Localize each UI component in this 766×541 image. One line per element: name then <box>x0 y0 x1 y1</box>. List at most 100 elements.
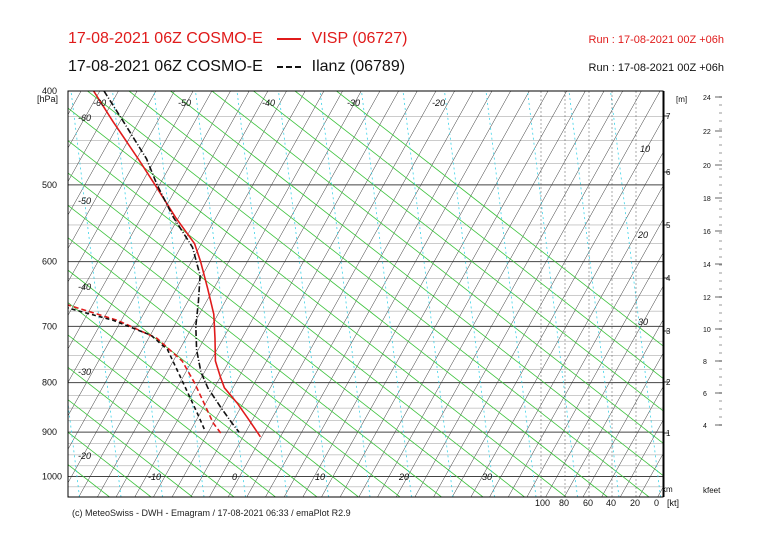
mixing-ratio-line <box>610 91 661 497</box>
kfeet-tick-label: 8 <box>703 359 707 366</box>
adiabat-label: -20 <box>432 98 445 108</box>
mixing-ratio-line <box>527 91 578 497</box>
mixing-ratio-line <box>70 91 122 497</box>
mixing-ratio-line <box>153 91 205 497</box>
dry-adiabat <box>582 352 663 497</box>
dry-adiabat <box>97 91 325 497</box>
height-tick-label: 5 <box>666 221 671 230</box>
dry-adiabat <box>68 91 138 216</box>
dry-adiabat <box>0 91 25 497</box>
mixing-ratio-label: 10 <box>640 144 650 154</box>
adiabat-label: -60 <box>78 113 91 123</box>
title-ilanz: 17-08-2021 06Z COSMO-E Ilanz (06789) <box>68 58 405 76</box>
isotherm <box>68 172 484 497</box>
height-tick-label: 3 <box>666 327 671 336</box>
dry-adiabat <box>283 91 511 497</box>
wind-tick-label: 40 <box>606 498 616 508</box>
mixing-ratio-line <box>236 91 288 497</box>
pressure-tick-label: 500 <box>42 180 57 190</box>
wind-tick-label: 60 <box>583 498 593 508</box>
dry-adiabat <box>134 91 362 497</box>
kfeet-tick-label: 4 <box>703 423 707 430</box>
dry-adiabat <box>265 91 493 497</box>
isotherm <box>294 91 663 379</box>
y-unit-label: [hPa] <box>37 94 58 104</box>
dry-adiabat <box>433 91 661 497</box>
isotherm <box>87 91 608 497</box>
temperature-tick-label: 0 <box>232 472 237 482</box>
dry-adiabat <box>620 419 663 497</box>
dry-adiabat <box>0 91 44 497</box>
dry-adiabat <box>68 91 194 316</box>
kfeet-tick-label: 18 <box>703 196 711 203</box>
isotherm <box>0 91 27 497</box>
mixing-ratio-label: 20 <box>637 230 648 240</box>
mixing-ratio-line <box>0 91 38 497</box>
dry-adiabat <box>68 91 119 182</box>
dry-adiabat <box>68 91 175 283</box>
pressure-tick-label: 1000 <box>42 471 62 481</box>
dry-adiabat <box>395 91 623 497</box>
dry-adiabat <box>414 91 642 497</box>
height-tick-label: 4 <box>666 274 671 283</box>
footer-credit: (c) MeteoSwiss - DWH - Emagram / 17-08-2… <box>72 508 351 518</box>
title-ilanz-model: 17-08-2021 06Z COSMO-E <box>68 58 263 75</box>
isotherm <box>128 91 650 497</box>
isotherm <box>336 91 663 347</box>
wind-tick-label: 0 <box>654 498 659 508</box>
legend-dashdot-line-icon <box>277 65 302 68</box>
title-visp: 17-08-2021 06Z COSMO-E VISP (06727) <box>68 30 407 48</box>
isotherm <box>68 140 525 497</box>
temperature-tick-label: -10 <box>148 472 161 482</box>
pressure-tick-label: 400 <box>42 86 57 96</box>
dry-adiabat <box>714 91 766 497</box>
dry-adiabat <box>209 91 437 497</box>
height-tick-label: 2 <box>666 378 671 387</box>
mixing-ratio-line <box>444 91 495 497</box>
adiabat-label: -60 <box>93 98 106 108</box>
kfeet-tick-label: 24 <box>703 95 711 102</box>
dry-adiabat <box>508 219 663 497</box>
dry-adiabat <box>302 91 530 497</box>
dry-adiabat <box>321 91 549 497</box>
plot-frame <box>67 90 664 498</box>
adiabat-label: -50 <box>78 196 91 206</box>
kfeet-tick-label: 6 <box>703 391 707 398</box>
dry-adiabat <box>68 91 157 249</box>
height-tick-label: 7 <box>666 112 671 121</box>
height-tick-label: 6 <box>666 168 671 177</box>
dry-adiabat <box>68 91 287 484</box>
dry-adiabat <box>638 453 663 497</box>
dry-adiabat <box>115 91 343 497</box>
kfeet-tick-label: 10 <box>703 327 711 334</box>
pressure-tick-label: 900 <box>42 427 57 437</box>
kfeet-tick-label: 22 <box>703 129 711 136</box>
kfeet-tick-label: 14 <box>703 262 711 269</box>
dry-adiabat <box>545 286 663 497</box>
mixing-ratio-line <box>361 91 412 497</box>
km-unit-label: km <box>662 485 673 494</box>
dry-adiabat <box>339 91 567 497</box>
title-ilanz-station: Ilanz (06789) <box>311 58 406 75</box>
kfeet-tick-label: 16 <box>703 229 711 236</box>
isotherm <box>211 91 663 444</box>
mixing-ratio-line <box>402 91 454 497</box>
temperature-tick-label: 20 <box>398 472 409 482</box>
wind-tick-label: 20 <box>630 498 640 508</box>
dry-adiabat <box>171 91 399 497</box>
isotherm <box>68 334 276 497</box>
dry-adiabat <box>452 118 663 497</box>
isotherm <box>68 237 401 497</box>
isotherm <box>68 366 235 497</box>
title-visp-model: 17-08-2021 06Z COSMO-E <box>68 30 263 47</box>
mixing-ratio-label: 30 <box>638 317 648 327</box>
isotherm <box>68 204 442 497</box>
isotherm <box>68 302 318 497</box>
isotherm <box>170 91 663 477</box>
temperature-tick-label: 10 <box>315 472 325 482</box>
dry-adiabat <box>68 91 213 350</box>
dry-adiabat <box>601 386 663 497</box>
kfeet-tick-label: 20 <box>703 163 711 170</box>
adiabat-label: -20 <box>78 451 91 461</box>
